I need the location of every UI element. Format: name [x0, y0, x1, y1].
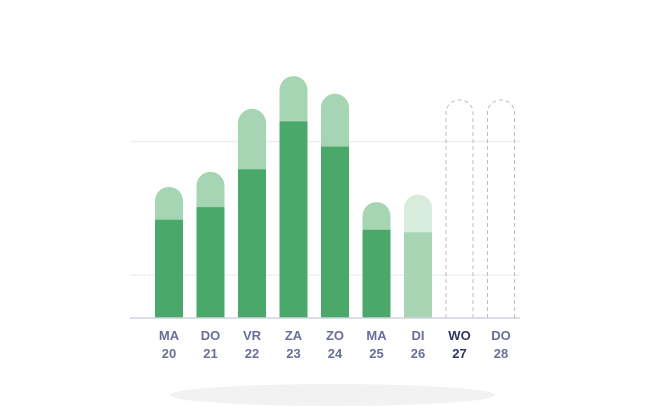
- tick-day-2: VR: [243, 328, 262, 343]
- tick-date-2: 22: [245, 346, 259, 361]
- tick-date-3: 23: [286, 346, 300, 361]
- tick-day-0: MA: [159, 328, 180, 343]
- tick-day-4: ZO: [326, 328, 344, 343]
- x-axis-ticks: MA 20 DO 21 VR 22 ZA 23 ZO 24 MA 25 DI 26 WO 27 DO 28: [159, 328, 511, 361]
- tick-day-7: WO: [448, 328, 470, 343]
- tick-day-8: DO: [491, 328, 511, 343]
- tick-day-3: ZA: [285, 328, 303, 343]
- bar-di-26-base: [404, 232, 432, 318]
- bar-vr-22-base: [238, 169, 266, 318]
- bar-do-28-placeholder: [487, 99, 515, 319]
- tick-day-1: DO: [201, 328, 221, 343]
- bar-ma-25-base: [362, 229, 391, 318]
- tick-day-6: DI: [412, 328, 425, 343]
- tick-date-8: 28: [494, 346, 508, 361]
- bar-za-23-base: [279, 121, 308, 318]
- bars: [155, 76, 515, 319]
- bar-ma-20-base: [155, 219, 183, 318]
- tick-date-7: 27: [452, 346, 466, 361]
- tick-date-1: 21: [203, 346, 217, 361]
- bar-do-21-base: [196, 207, 225, 318]
- tick-date-4: 24: [328, 346, 343, 361]
- tick-day-5: MA: [366, 328, 387, 343]
- tick-date-0: 20: [162, 346, 176, 361]
- tick-date-6: 26: [411, 346, 425, 361]
- bar-zo-24-base: [321, 146, 349, 318]
- bar-wo-27-placeholder: [445, 99, 474, 319]
- tick-date-5: 25: [369, 346, 383, 361]
